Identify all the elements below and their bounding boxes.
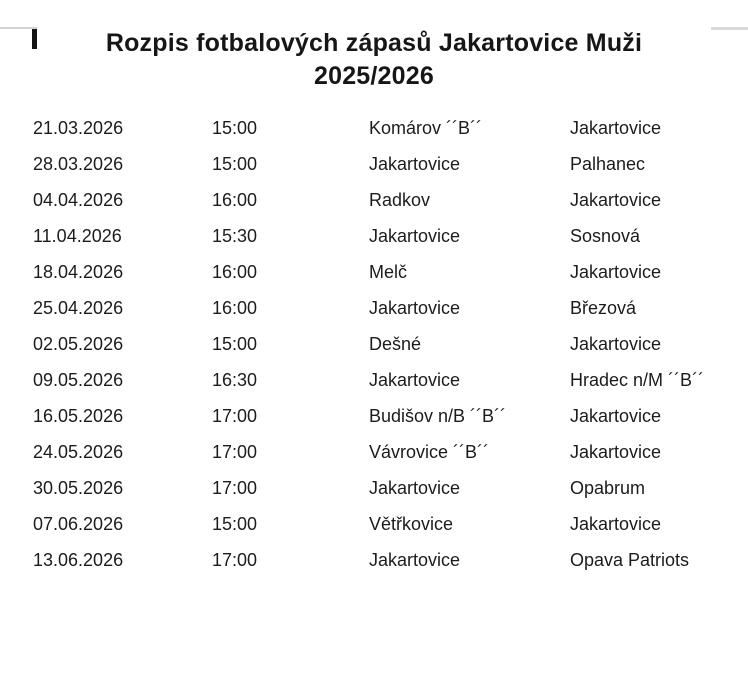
text-cursor-caret <box>32 29 37 49</box>
match-time: 15:00 <box>212 153 258 174</box>
match-time: 17:00 <box>212 477 258 498</box>
match-away-team: Jakartovice <box>570 333 662 354</box>
match-home-team: Komárov ´´B´´ <box>369 117 483 138</box>
match-row: 28.03.2026 15:00 Jakartovice Palhanec <box>0 146 748 182</box>
match-date: 04.04.2026 <box>33 189 124 210</box>
match-away-team: Jakartovice <box>570 261 662 282</box>
match-row: 09.05.2026 16:30 Jakartovice Hradec n/M … <box>0 362 748 398</box>
match-date: 25.04.2026 <box>33 297 124 318</box>
match-time: 16:00 <box>212 297 258 318</box>
match-home-team: Jakartovice <box>369 477 461 498</box>
match-date: 30.05.2026 <box>33 477 124 498</box>
match-row: 25.04.2026 16:00 Jakartovice Březová <box>0 290 748 326</box>
match-away-team: Jakartovice <box>570 117 662 138</box>
match-date: 13.06.2026 <box>33 549 124 570</box>
page-title: Rozpis fotbalových zápasů Jakartovice Mu… <box>0 27 748 93</box>
match-time: 16:30 <box>212 369 258 390</box>
match-away-team: Březová <box>570 297 637 318</box>
match-date: 28.03.2026 <box>33 153 124 174</box>
page-title-line1: Rozpis fotbalových zápasů Jakartovice Mu… <box>105 29 643 57</box>
match-home-team: Větřkovice <box>369 513 454 534</box>
match-away-team: Jakartovice <box>570 189 662 210</box>
match-home-team: Budišov n/B ´´B´´ <box>369 405 507 426</box>
match-away-team: Jakartovice <box>570 513 662 534</box>
match-home-team: Radkov <box>369 189 431 210</box>
match-row: 11.04.2026 15:30 Jakartovice Sosnová <box>0 218 748 254</box>
match-time: 17:00 <box>212 441 258 462</box>
match-away-team: Jakartovice <box>570 405 662 426</box>
match-away-team: Opabrum <box>570 477 646 498</box>
match-date: 18.04.2026 <box>33 261 124 282</box>
match-time: 15:30 <box>212 225 258 246</box>
match-date: 09.05.2026 <box>33 369 124 390</box>
match-row: 21.03.2026 15:00 Komárov ´´B´´ Jakartovi… <box>0 110 748 146</box>
match-row: 24.05.2026 17:00 Vávrovice ´´B´´ Jakarto… <box>0 434 748 470</box>
match-home-team: Jakartovice <box>369 369 461 390</box>
match-home-team: Jakartovice <box>369 297 461 318</box>
match-date: 16.05.2026 <box>33 405 124 426</box>
match-row: 04.04.2026 16:00 Radkov Jakartovice <box>0 182 748 218</box>
match-row: 18.04.2026 16:00 Melč Jakartovice <box>0 254 748 290</box>
match-schedule: 21.03.2026 15:00 Komárov ´´B´´ Jakartovi… <box>0 110 748 578</box>
match-home-team: Jakartovice <box>369 225 461 246</box>
match-row: 30.05.2026 17:00 Jakartovice Opabrum <box>0 470 748 506</box>
match-away-team: Hradec n/M ´´B´´ <box>570 369 705 390</box>
match-time: 15:00 <box>212 513 258 534</box>
match-time: 15:00 <box>212 117 258 138</box>
match-row: 02.05.2026 15:00 Dešné Jakartovice <box>0 326 748 362</box>
match-time: 17:00 <box>212 405 258 426</box>
match-time: 15:00 <box>212 333 258 354</box>
match-row: 07.06.2026 15:00 Větřkovice Jakartovice <box>0 506 748 542</box>
match-away-team: Opava Patriots <box>570 549 690 570</box>
match-time: 17:00 <box>212 549 258 570</box>
match-home-team: Melč <box>369 261 408 282</box>
match-home-team: Jakartovice <box>369 153 461 174</box>
match-date: 02.05.2026 <box>33 333 124 354</box>
match-home-team: Dešné <box>369 333 422 354</box>
match-time: 16:00 <box>212 189 258 210</box>
match-date: 21.03.2026 <box>33 117 124 138</box>
match-home-team: Vávrovice ´´B´´ <box>369 441 490 462</box>
match-away-team: Palhanec <box>570 153 646 174</box>
top-left-edge-line <box>0 27 37 29</box>
match-date: 11.04.2026 <box>33 225 122 246</box>
match-away-team: Sosnová <box>570 225 641 246</box>
match-date: 24.05.2026 <box>33 441 124 462</box>
match-date: 07.06.2026 <box>33 513 124 534</box>
match-row: 16.05.2026 17:00 Budišov n/B ´´B´´ Jakar… <box>0 398 748 434</box>
top-right-edge-line <box>711 27 748 30</box>
page-title-line2: 2025/2026 <box>314 62 434 90</box>
match-away-team: Jakartovice <box>570 441 662 462</box>
match-row: 13.06.2026 17:00 Jakartovice Opava Patri… <box>0 542 748 578</box>
match-home-team: Jakartovice <box>369 549 461 570</box>
match-time: 16:00 <box>212 261 258 282</box>
